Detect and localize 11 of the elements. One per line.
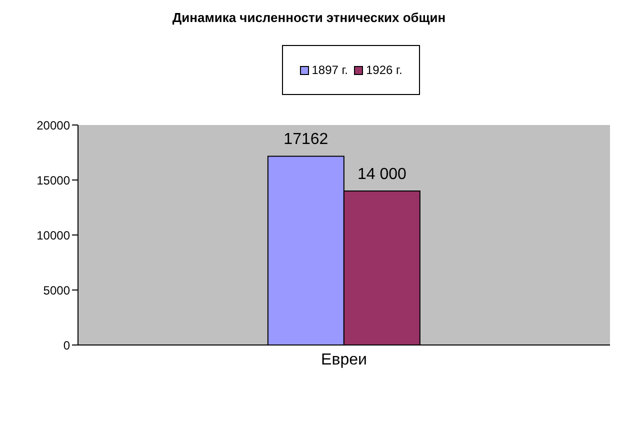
data-label: 14 000 <box>357 166 406 183</box>
y-tick-label: 0 <box>63 338 70 352</box>
legend-label: 1897 г. <box>310 63 348 77</box>
y-tick-label: 10000 <box>36 228 70 242</box>
data-label: 17162 <box>284 131 328 148</box>
y-tick-label: 15000 <box>36 173 70 188</box>
y-tick-label: 5000 <box>43 283 70 298</box>
y-tick-label: 20000 <box>36 118 70 132</box>
legend-label: 1926 г. <box>365 63 402 77</box>
x-tick-label: Евреи <box>321 351 367 368</box>
chart-title: Динамика численности этнических общин <box>171 10 447 25</box>
